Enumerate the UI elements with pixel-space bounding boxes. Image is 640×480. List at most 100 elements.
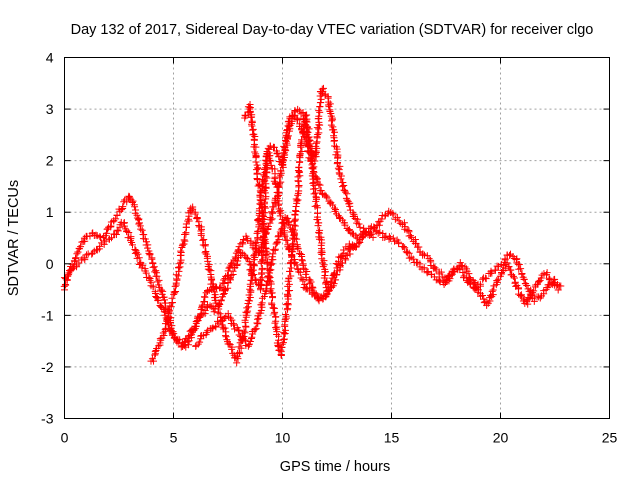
data-point — [252, 238, 260, 246]
data-point — [314, 222, 322, 230]
data-point — [83, 251, 91, 259]
data-point — [154, 278, 162, 286]
data-point — [244, 307, 252, 315]
data-point — [287, 259, 295, 267]
data-point — [395, 240, 403, 248]
data-point — [308, 172, 316, 180]
data-point — [479, 291, 487, 299]
data-point — [327, 121, 335, 129]
data-point — [285, 280, 293, 288]
data-point — [176, 260, 184, 268]
data-point — [546, 281, 554, 289]
data-point — [298, 256, 306, 264]
data-point — [554, 286, 562, 294]
data-point — [200, 293, 208, 301]
data-point — [128, 241, 136, 249]
data-point — [308, 283, 316, 291]
data-point — [179, 343, 187, 351]
data-point — [246, 297, 254, 305]
data-point — [249, 260, 257, 268]
data-point — [158, 286, 166, 294]
data-point — [241, 336, 249, 344]
data-point — [325, 103, 333, 111]
data-point — [482, 275, 490, 283]
data-point — [201, 242, 209, 250]
y-axis-label: SDTVAR / TECUs — [6, 180, 22, 296]
data-point — [530, 287, 538, 295]
data-point — [466, 279, 474, 287]
data-point — [220, 287, 228, 295]
data-point — [215, 305, 223, 313]
data-point — [304, 128, 312, 136]
data-point — [272, 324, 280, 332]
data-point — [266, 142, 274, 150]
data-point — [271, 319, 279, 327]
data-point — [444, 273, 452, 281]
data-point — [356, 223, 364, 231]
data-point — [345, 226, 353, 234]
data-point — [292, 203, 300, 211]
data-point — [302, 117, 310, 125]
x-tick-label: 5 — [170, 430, 178, 446]
data-point — [260, 293, 268, 301]
y-tick-label: 0 — [46, 256, 54, 272]
data-point — [254, 182, 262, 190]
data-point — [330, 280, 338, 288]
data-point — [135, 219, 143, 227]
data-point — [275, 153, 283, 161]
data-point — [194, 317, 202, 325]
data-point — [516, 292, 524, 300]
data-point — [330, 270, 338, 278]
data-point — [279, 159, 287, 167]
data-point — [242, 253, 250, 261]
data-point — [337, 175, 345, 183]
data-point — [400, 219, 408, 227]
data-point — [283, 139, 291, 147]
data-point — [277, 226, 285, 234]
data-point — [510, 274, 518, 282]
data-point — [153, 272, 161, 280]
data-point — [333, 264, 341, 272]
data-point — [367, 223, 375, 231]
data-point — [209, 284, 217, 292]
data-point — [488, 287, 496, 295]
data-point — [251, 148, 259, 156]
data-point — [265, 145, 273, 153]
data-point — [129, 197, 137, 205]
data-point — [251, 251, 259, 259]
data-point — [470, 284, 478, 292]
data-point — [330, 137, 338, 145]
data-point — [403, 248, 411, 256]
data-point — [241, 111, 249, 119]
data-point — [81, 254, 89, 262]
data-point — [172, 279, 180, 287]
data-point — [135, 220, 143, 228]
data-point — [263, 249, 271, 257]
data-point — [119, 203, 127, 211]
data-point — [246, 280, 254, 288]
data-point — [301, 112, 309, 120]
data-point — [208, 275, 216, 283]
data-point — [298, 136, 306, 144]
data-point — [355, 220, 363, 228]
data-point — [512, 255, 520, 263]
plot-frame — [64, 57, 610, 419]
data-point — [247, 113, 255, 121]
data-point — [296, 107, 304, 115]
data-point — [296, 172, 304, 180]
y-tick-label: -2 — [41, 359, 54, 375]
data-point — [171, 282, 179, 290]
data-point — [488, 269, 496, 277]
data-point — [249, 131, 257, 139]
data-point — [126, 194, 134, 202]
data-point — [135, 254, 143, 262]
data-point — [376, 228, 384, 236]
data-point — [191, 210, 199, 218]
data-point — [408, 233, 416, 241]
data-point — [509, 272, 517, 280]
data-point — [499, 262, 507, 270]
data-point — [273, 149, 281, 157]
data-point — [317, 95, 325, 103]
data-point — [475, 286, 483, 294]
data-point — [309, 284, 317, 292]
